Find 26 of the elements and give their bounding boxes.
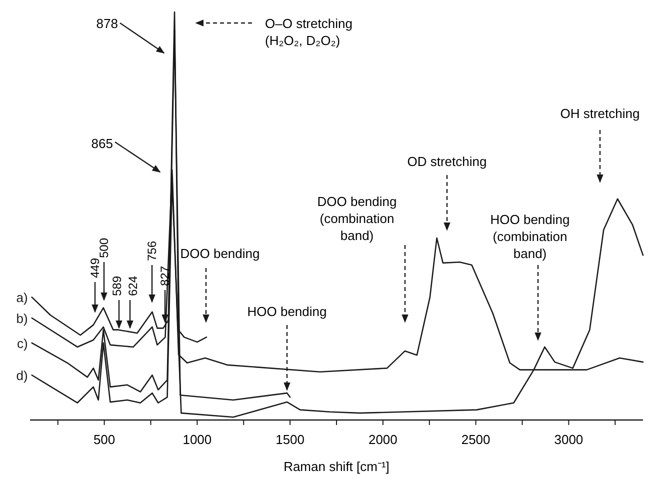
annotation: 756 bbox=[145, 240, 159, 261]
series-label: c) bbox=[17, 336, 28, 351]
x-tick-label: 3000 bbox=[554, 432, 584, 447]
x-axis-title: Raman shift [cm⁻¹] bbox=[284, 459, 390, 474]
series-label: b) bbox=[16, 311, 28, 326]
annotation: 449 bbox=[88, 258, 102, 278]
annotation: 624 bbox=[126, 276, 140, 296]
annotation: DOO bending bbox=[180, 246, 260, 261]
x-tick-label: 1500 bbox=[276, 432, 305, 447]
series-label: a) bbox=[16, 290, 28, 306]
annotation: OD stretching bbox=[407, 154, 487, 169]
x-tick-label: 2000 bbox=[368, 432, 398, 447]
annotation: OH stretching bbox=[560, 106, 640, 121]
annotation: HOO bending (combination band) bbox=[490, 212, 570, 261]
annotation: 589 bbox=[110, 276, 124, 296]
annotation: 878 bbox=[96, 16, 118, 31]
annotation: 500 bbox=[97, 238, 111, 258]
x-tick-label: 500 bbox=[93, 432, 116, 447]
x-tick-label: 2500 bbox=[461, 432, 490, 447]
annotation: 827 bbox=[158, 266, 172, 286]
annotation: 865 bbox=[91, 136, 113, 151]
annotation: O–O stretching (H₂O₂, D₂O₂) bbox=[265, 16, 352, 48]
annotation: HOO bending bbox=[247, 304, 327, 319]
x-tick-label: 1000 bbox=[182, 432, 212, 447]
series-label: d) bbox=[16, 368, 28, 384]
annotation: DOO bending (combination band) bbox=[317, 194, 397, 243]
